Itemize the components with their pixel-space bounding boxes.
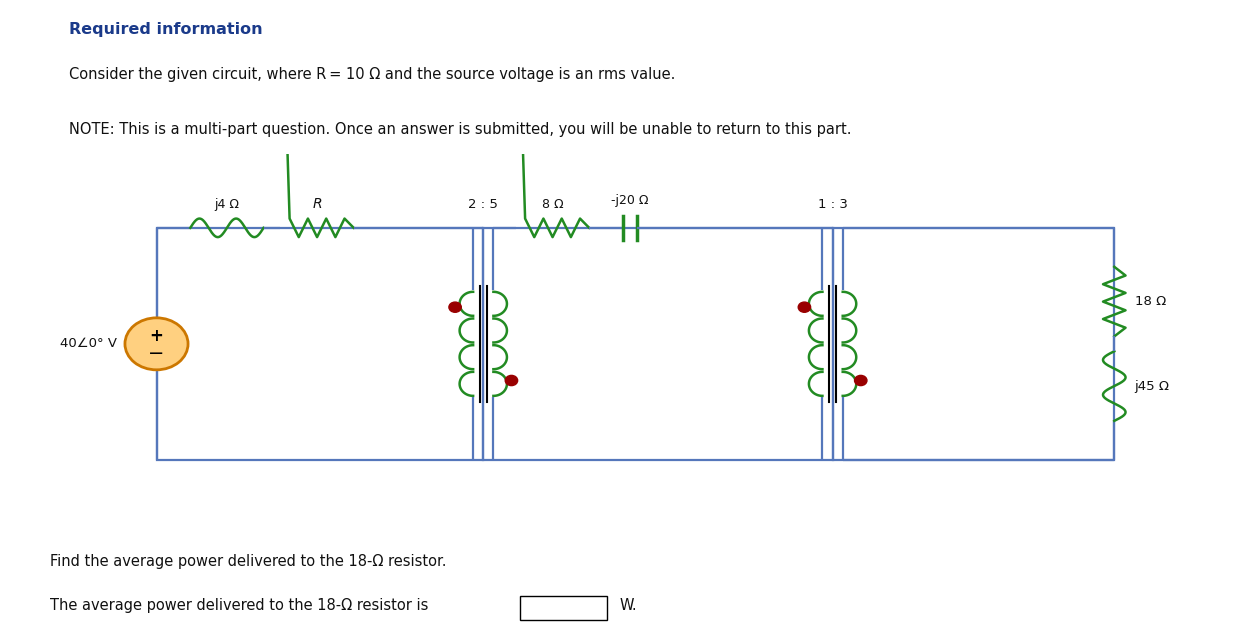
Text: +: + [149,328,164,346]
Text: Required information: Required information [69,22,263,37]
Bar [483,228,833,460]
Circle shape [449,302,461,312]
Text: -j20 Ω: -j20 Ω [611,195,649,207]
Text: NOTE: This is a multi-part question. Once an answer is submitted, you will be un: NOTE: This is a multi-part question. Onc… [69,122,851,136]
Text: Consider the given circuit, where R = 10 Ω and the source voltage is an rms valu: Consider the given circuit, where R = 10… [69,67,675,82]
Text: W.: W. [620,598,637,613]
Circle shape [855,376,866,385]
Bar [156,228,483,460]
Text: 18 Ω: 18 Ω [1134,295,1166,308]
Text: R: R [312,197,322,211]
Circle shape [125,318,188,370]
Circle shape [506,376,517,385]
Circle shape [799,302,810,312]
Text: j4 Ω: j4 Ω [214,198,239,211]
Text: 1 : 3: 1 : 3 [818,198,848,211]
Text: 40∠0° V: 40∠0° V [60,337,118,350]
Text: j45 Ω: j45 Ω [1134,380,1169,392]
Text: The average power delivered to the 18-Ω resistor is: The average power delivered to the 18-Ω … [50,598,428,613]
Text: Find the average power delivered to the 18-Ω resistor.: Find the average power delivered to the … [50,554,447,568]
Text: 2 : 5: 2 : 5 [468,198,498,211]
Text: 8 Ω: 8 Ω [542,198,563,211]
Bar [833,228,1114,460]
Text: −: − [148,344,165,363]
